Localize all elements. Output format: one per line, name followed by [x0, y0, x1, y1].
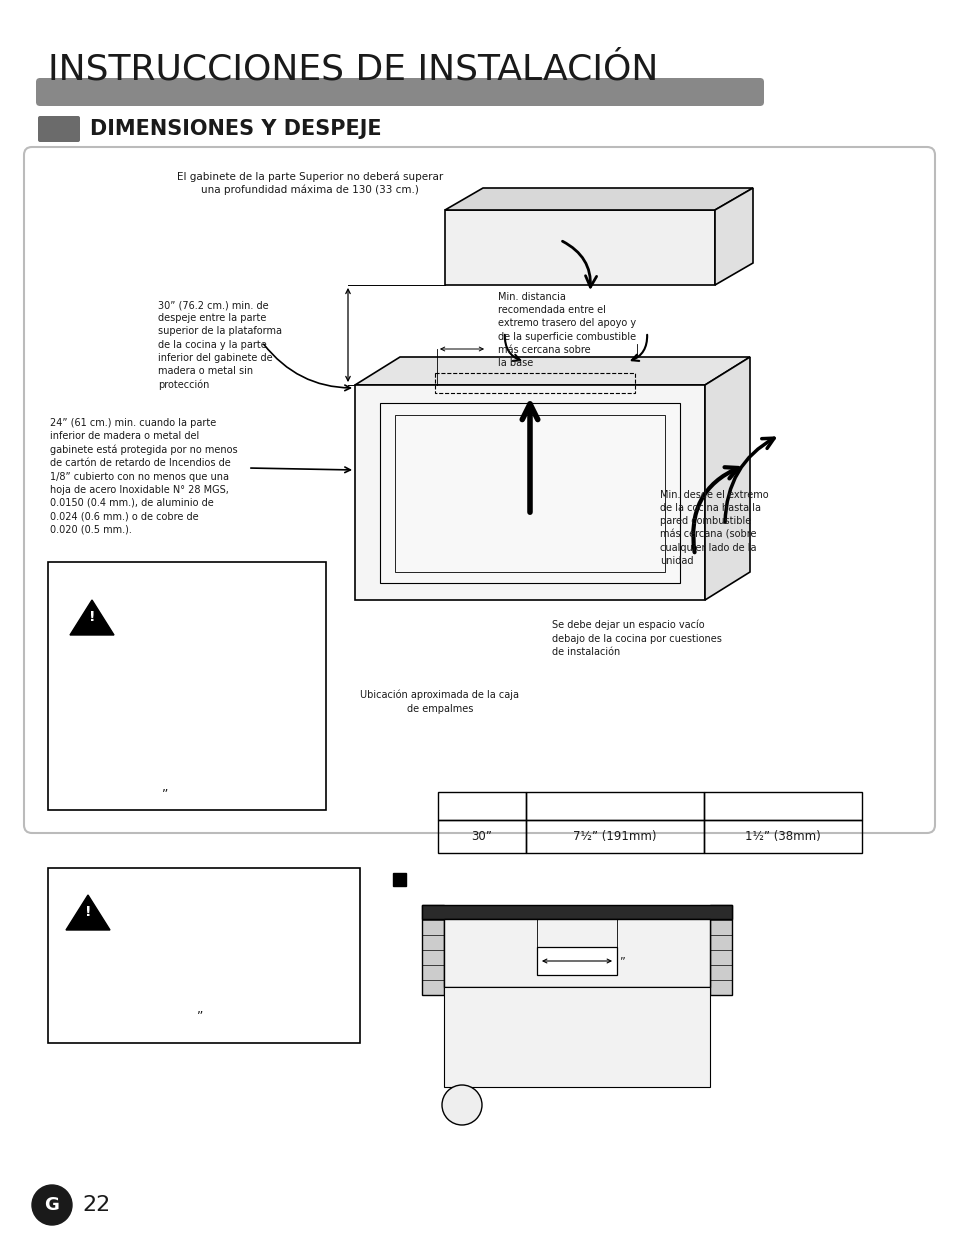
Text: 24” (61 cm.) min. cuando la parte
inferior de madera o metal del
gabinete está p: 24” (61 cm.) min. cuando la parte inferi…	[50, 418, 237, 534]
Bar	[421, 905, 731, 919]
Polygon shape	[355, 385, 704, 600]
Bar	[421, 905, 443, 995]
Bar	[48, 868, 359, 1043]
Bar	[379, 403, 679, 583]
Bar	[537, 948, 617, 975]
Polygon shape	[714, 188, 752, 285]
Polygon shape	[704, 357, 749, 600]
Text: 1½” (38mm): 1½” (38mm)	[744, 830, 820, 842]
Text: Se debe dejar un espacio vacío
debajo de la cocina por cuestiones
de instalación: Se debe dejar un espacio vacío debajo de…	[552, 620, 721, 657]
FancyBboxPatch shape	[24, 147, 934, 833]
Bar	[443, 987, 709, 1087]
Polygon shape	[444, 210, 714, 285]
Bar	[393, 873, 406, 886]
Text: !: !	[85, 905, 91, 919]
Bar	[437, 792, 525, 820]
Polygon shape	[444, 188, 752, 210]
Bar	[48, 562, 326, 810]
Circle shape	[32, 1185, 71, 1225]
Text: INSTRUCCIONES DE INSTALACIÓN: INSTRUCCIONES DE INSTALACIÓN	[48, 52, 658, 87]
Text: 30” (76.2 cm.) min. de
despeje entre la parte
superior de la plataforma
de la co: 30” (76.2 cm.) min. de despeje entre la …	[158, 301, 282, 390]
Text: Min. desde el extremo
de la cocina hasta la
pared combustible
más cercana (sobre: Min. desde el extremo de la cocina hasta…	[659, 490, 768, 567]
Circle shape	[441, 1085, 481, 1124]
Bar	[703, 820, 862, 854]
Bar	[703, 792, 862, 820]
Text: ”: ”	[196, 1009, 203, 1023]
Text: El gabinete de la parte Superior no deberá superar
una profundidad máxima de 130: El gabinete de la parte Superior no debe…	[176, 172, 442, 194]
Polygon shape	[70, 600, 113, 635]
Bar	[437, 820, 525, 854]
FancyBboxPatch shape	[36, 78, 763, 106]
Bar	[435, 374, 635, 393]
Text: 22: 22	[82, 1195, 111, 1215]
Text: ”: ”	[162, 788, 168, 802]
Polygon shape	[355, 357, 749, 385]
FancyBboxPatch shape	[38, 116, 80, 142]
Text: Ubicación aproximada de la caja
de empalmes: Ubicación aproximada de la caja de empal…	[360, 690, 519, 714]
Bar	[525, 792, 703, 820]
Text: !: !	[89, 610, 95, 623]
Bar	[709, 905, 731, 995]
Text: G: G	[45, 1196, 59, 1213]
Text: DIMENSIONES Y DESPEJE: DIMENSIONES Y DESPEJE	[90, 119, 381, 139]
Polygon shape	[66, 896, 110, 930]
Text: ”: ”	[618, 956, 624, 966]
Bar	[443, 919, 709, 987]
Bar	[525, 820, 703, 854]
Text: 30”: 30”	[471, 830, 492, 842]
Text: Min. distancia
recomendada entre el
extremo trasero del apoyo y
de la superficie: Min. distancia recomendada entre el extr…	[497, 292, 636, 367]
Bar	[395, 414, 664, 571]
Text: 7½” (191mm): 7½” (191mm)	[573, 830, 656, 842]
